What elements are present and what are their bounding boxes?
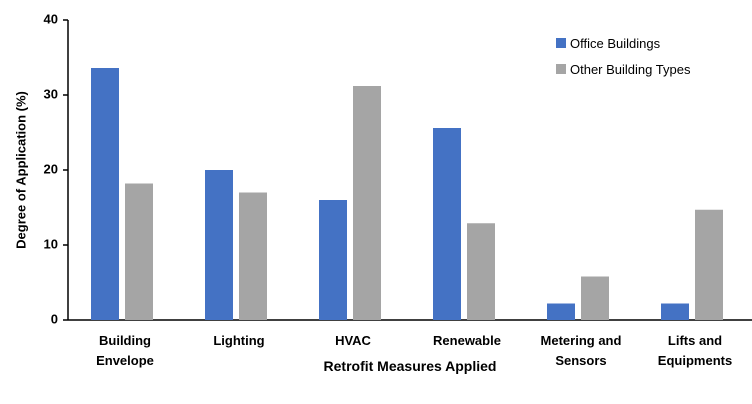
bar (433, 128, 461, 320)
x-tick-label: Building Envelope (96, 333, 154, 368)
x-tick-label: Lighting (213, 333, 265, 348)
y-tick-label: 0 (51, 311, 58, 326)
bar (239, 192, 267, 320)
y-tick-label: 20 (44, 161, 58, 176)
bar (125, 183, 153, 320)
bar (581, 276, 609, 320)
x-tick-label: Metering and Sensors (540, 333, 622, 368)
bar (661, 303, 689, 320)
y-tick-label: 40 (44, 11, 58, 26)
legend: Office Buildings Other Building Types (556, 30, 690, 82)
legend-label: Other Building Types (570, 61, 691, 77)
bar (319, 200, 347, 320)
legend-item: Office Buildings (556, 30, 690, 56)
x-tick-label: HVAC (335, 333, 371, 348)
bar (547, 303, 575, 320)
bar (205, 170, 233, 320)
bar (91, 68, 119, 320)
bar (695, 209, 723, 320)
x-axis-title: Retrofit Measures Applied (323, 358, 497, 374)
bar (467, 223, 495, 320)
y-tick-label: 10 (44, 236, 58, 251)
legend-item: Other Building Types (556, 56, 690, 82)
y-axis-title: Degree of Application (%) (13, 91, 28, 249)
x-tick-label: Renewable (433, 333, 501, 348)
legend-swatch (556, 38, 566, 48)
x-tick-label: Lifts and Equipments (657, 333, 733, 368)
legend-label: Office Buildings (570, 35, 661, 51)
y-tick-label: 30 (44, 86, 58, 101)
bar (353, 86, 381, 320)
legend-swatch (556, 64, 566, 74)
